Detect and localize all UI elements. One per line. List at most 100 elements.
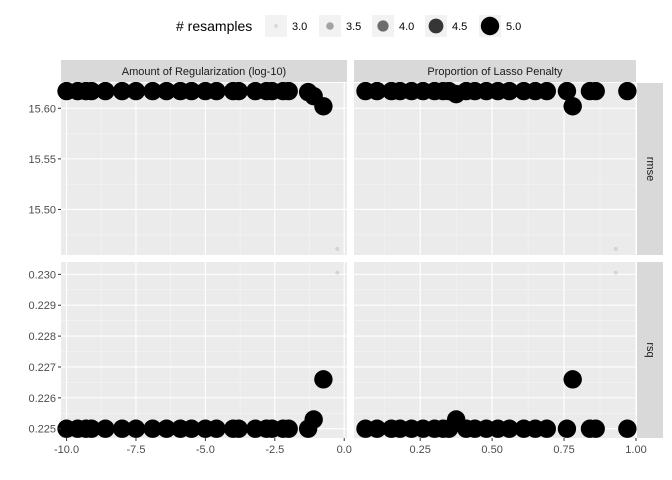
data-point <box>157 81 176 101</box>
panel-background <box>61 262 347 438</box>
legend: # resamples 3.0 3.5 4.0 4.5 5.0 <box>176 15 521 37</box>
data-point <box>82 81 101 101</box>
x-tick-label: -7.5 <box>126 444 145 456</box>
data-point <box>500 81 519 101</box>
data-point <box>182 419 201 438</box>
points-rmse-0 <box>57 81 340 251</box>
y-tick-label: 15.60 <box>28 103 56 115</box>
legend-label: 4.5 <box>452 21 467 33</box>
legend-key-background <box>319 15 341 37</box>
x-tick-label: 0.50 <box>481 444 502 456</box>
legend-key-point <box>326 22 334 30</box>
panel-background <box>354 262 636 438</box>
panels <box>57 81 637 438</box>
data-point <box>618 419 637 438</box>
y-tick-label: 15.50 <box>28 204 56 216</box>
x-tick-label: 0.0 <box>337 444 352 456</box>
column-strip-label: Proportion of Lasso Penalty <box>427 66 563 78</box>
panel-rsq-1 <box>354 262 637 438</box>
x-tick-label: 0.75 <box>553 444 574 456</box>
data-point <box>557 419 577 438</box>
data-point <box>537 81 556 101</box>
legend-key-point <box>274 24 278 28</box>
data-point <box>143 419 162 438</box>
legend-title: # resamples <box>176 18 252 34</box>
legend-entry: 3.0 <box>265 15 307 37</box>
data-point <box>586 81 605 101</box>
axes: 15.50 15.55 15.60 0.225 0.226 0.227 0.228 0.229… <box>28 103 646 456</box>
panel-rmse-1 <box>354 83 637 255</box>
strip-background <box>637 262 663 438</box>
strip-background <box>354 60 636 82</box>
y-axis-rsq: 0.225 0.226 0.227 0.228 0.229 0.230 <box>28 269 61 436</box>
column-strip-label: Amount of Regularization (log-10) <box>122 66 286 78</box>
points-rsq-0 <box>57 270 340 438</box>
data-point <box>96 419 115 438</box>
panel-rmse-0 <box>61 83 347 255</box>
legend-label: 5.0 <box>506 21 521 33</box>
legend-key-point <box>377 20 389 32</box>
data-point <box>279 81 298 101</box>
data-point <box>126 419 146 438</box>
data-point <box>563 97 582 116</box>
x-tick-label: -5.0 <box>196 444 215 456</box>
data-point <box>304 410 323 429</box>
points-rsq-1 <box>356 270 637 438</box>
data-point <box>537 419 556 438</box>
data-point <box>367 419 387 438</box>
data-point <box>557 81 577 101</box>
data-point <box>96 81 115 101</box>
x-tick-label: -10.0 <box>54 444 79 456</box>
row-strip-label: rmse <box>644 157 656 181</box>
data-point <box>207 419 226 438</box>
data-point <box>207 81 226 101</box>
data-point <box>613 270 618 275</box>
y-tick-label: 0.230 <box>28 269 56 281</box>
legend-label: 4.0 <box>399 21 414 33</box>
legend-key-point <box>428 18 444 34</box>
data-point <box>112 81 132 101</box>
row-strip-rsq: rsq <box>637 262 663 438</box>
y-tick-label: 0.228 <box>28 331 56 343</box>
legend-entry: 4.0 <box>372 15 414 37</box>
panel-background <box>61 83 347 255</box>
y-tick-label: 0.225 <box>28 424 56 436</box>
x-axis-0: -10.0 -7.5 -5.0 -2.5 0.0 <box>54 438 352 456</box>
row-strip-rmse: rmse <box>637 83 663 255</box>
data-point <box>500 419 519 438</box>
data-point <box>229 81 248 101</box>
strip-background <box>637 83 663 255</box>
data-point <box>314 370 333 389</box>
x-tick-label: -2.5 <box>265 444 284 456</box>
data-point <box>229 419 248 438</box>
column-strip-0: Amount of Regularization (log-10) <box>61 60 347 82</box>
data-point <box>618 81 637 101</box>
points-rmse-1 <box>356 81 637 251</box>
data-point <box>112 419 132 438</box>
row-strip-label: rsq <box>644 342 656 357</box>
y-tick-label: 15.55 <box>28 154 56 166</box>
x-tick-label: 0.25 <box>409 444 430 456</box>
data-point <box>314 97 333 116</box>
data-point <box>367 81 387 101</box>
x-tick-label: 1.00 <box>625 444 646 456</box>
strip-background <box>61 60 347 82</box>
y-tick-label: 0.226 <box>28 393 56 405</box>
data-point <box>82 419 101 438</box>
data-point <box>182 81 201 101</box>
data-point <box>143 81 162 101</box>
y-tick-label: 0.229 <box>28 300 56 312</box>
legend-entry: 3.5 <box>319 15 361 37</box>
legend-entry: 5.0 <box>479 15 521 37</box>
panel-background <box>354 83 636 255</box>
data-point <box>157 419 176 438</box>
data-point <box>126 81 146 101</box>
data-point <box>586 419 605 438</box>
column-strip-1: Proportion of Lasso Penalty <box>354 60 636 82</box>
data-point <box>279 419 298 438</box>
legend-label: 3.0 <box>292 21 307 33</box>
data-point <box>563 370 582 389</box>
legend-key-point <box>480 16 500 36</box>
panel-rsq-0 <box>61 262 347 438</box>
